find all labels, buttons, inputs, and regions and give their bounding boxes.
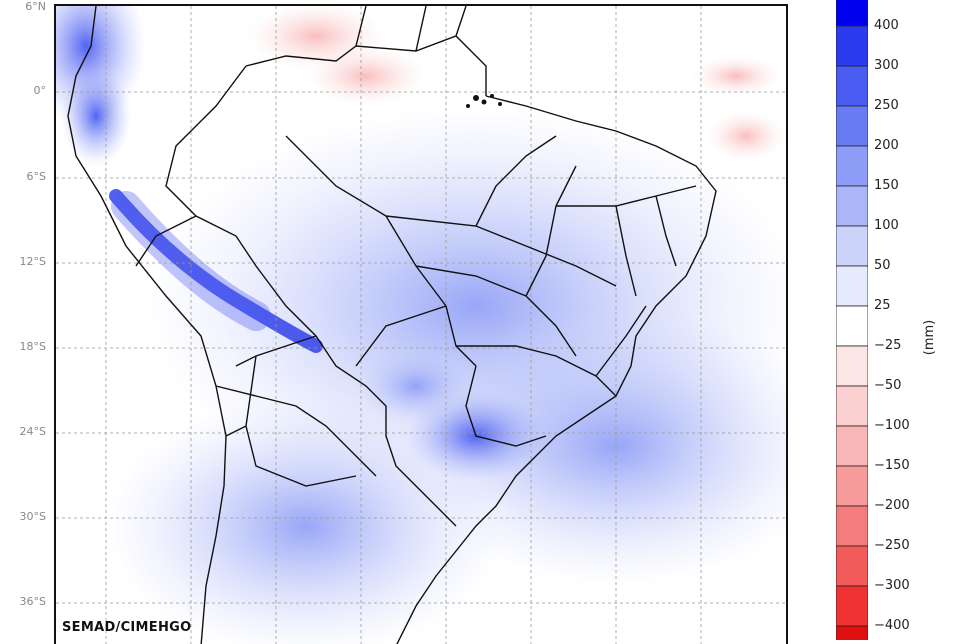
- colorbar-segment: [836, 0, 868, 27]
- lat-label-6n: 6°N: [25, 0, 46, 13]
- colorbar-segment: [836, 585, 868, 627]
- colorbar-segment: [836, 305, 868, 347]
- colorbar-segment: [836, 425, 868, 467]
- colorbar-tick: 100: [874, 218, 899, 233]
- colorbar-segment: [836, 145, 868, 187]
- colorbar-segment: [836, 265, 868, 307]
- colorbar-tick: 150: [874, 178, 899, 193]
- colorbar-tick: −250: [874, 538, 910, 553]
- borders: [67, 6, 717, 644]
- colorbar-segment: [836, 465, 868, 507]
- colorbar-tick: 250: [874, 98, 899, 113]
- colorbar-segment: [836, 505, 868, 547]
- graticule: [56, 6, 786, 644]
- lat-label-0: 0°: [33, 84, 47, 97]
- lat-label-6s: 6°S: [26, 170, 46, 183]
- neighbor-borders: [135, 6, 467, 487]
- colorbar-segment: [836, 65, 868, 107]
- colorbar-segment: [836, 105, 868, 147]
- colorbar-tick: 400: [874, 18, 899, 33]
- colorbar-tick: −200: [874, 498, 910, 513]
- lat-label-24s: 24°S: [19, 425, 46, 438]
- anomaly-shading: [56, 6, 786, 644]
- colorbar-segment: [836, 625, 868, 640]
- colorbar-tick: −150: [874, 458, 910, 473]
- colorbar-segment: [836, 545, 868, 587]
- colorbar-unit-label: (mm): [922, 319, 938, 356]
- south-america-coastline: [67, 6, 717, 644]
- colorbar-tick: −400: [874, 618, 910, 633]
- colorbar-tick: −50: [874, 378, 902, 393]
- lat-label-30s: 30°S: [19, 510, 46, 523]
- colorbar-segment: [836, 25, 868, 67]
- colorbar-tick: −25: [874, 338, 902, 353]
- colorbar-segment: [836, 185, 868, 227]
- colorbar-segment: [836, 385, 868, 427]
- colorbar-segment: [836, 225, 868, 267]
- credit-label: SEMAD/CIMEHGO: [62, 620, 192, 635]
- lat-label-18s: 18°S: [19, 340, 46, 353]
- colorbar: [836, 0, 868, 640]
- colorbar-segment: [836, 345, 868, 387]
- colorbar-tick: 300: [874, 58, 899, 73]
- colorbar-tick: 200: [874, 138, 899, 153]
- anomaly-map: [56, 6, 786, 644]
- lat-label-12s: 12°S: [19, 255, 46, 268]
- lat-label-36s: 36°S: [19, 595, 46, 608]
- state-borders: [215, 135, 697, 477]
- colorbar-tick: −100: [874, 418, 910, 433]
- colorbar-tick: −300: [874, 578, 910, 593]
- colorbar-tick: 25: [874, 298, 891, 313]
- colorbar-tick: 50: [874, 258, 891, 273]
- map-panel: [54, 4, 788, 644]
- amazon-delta: [466, 94, 502, 108]
